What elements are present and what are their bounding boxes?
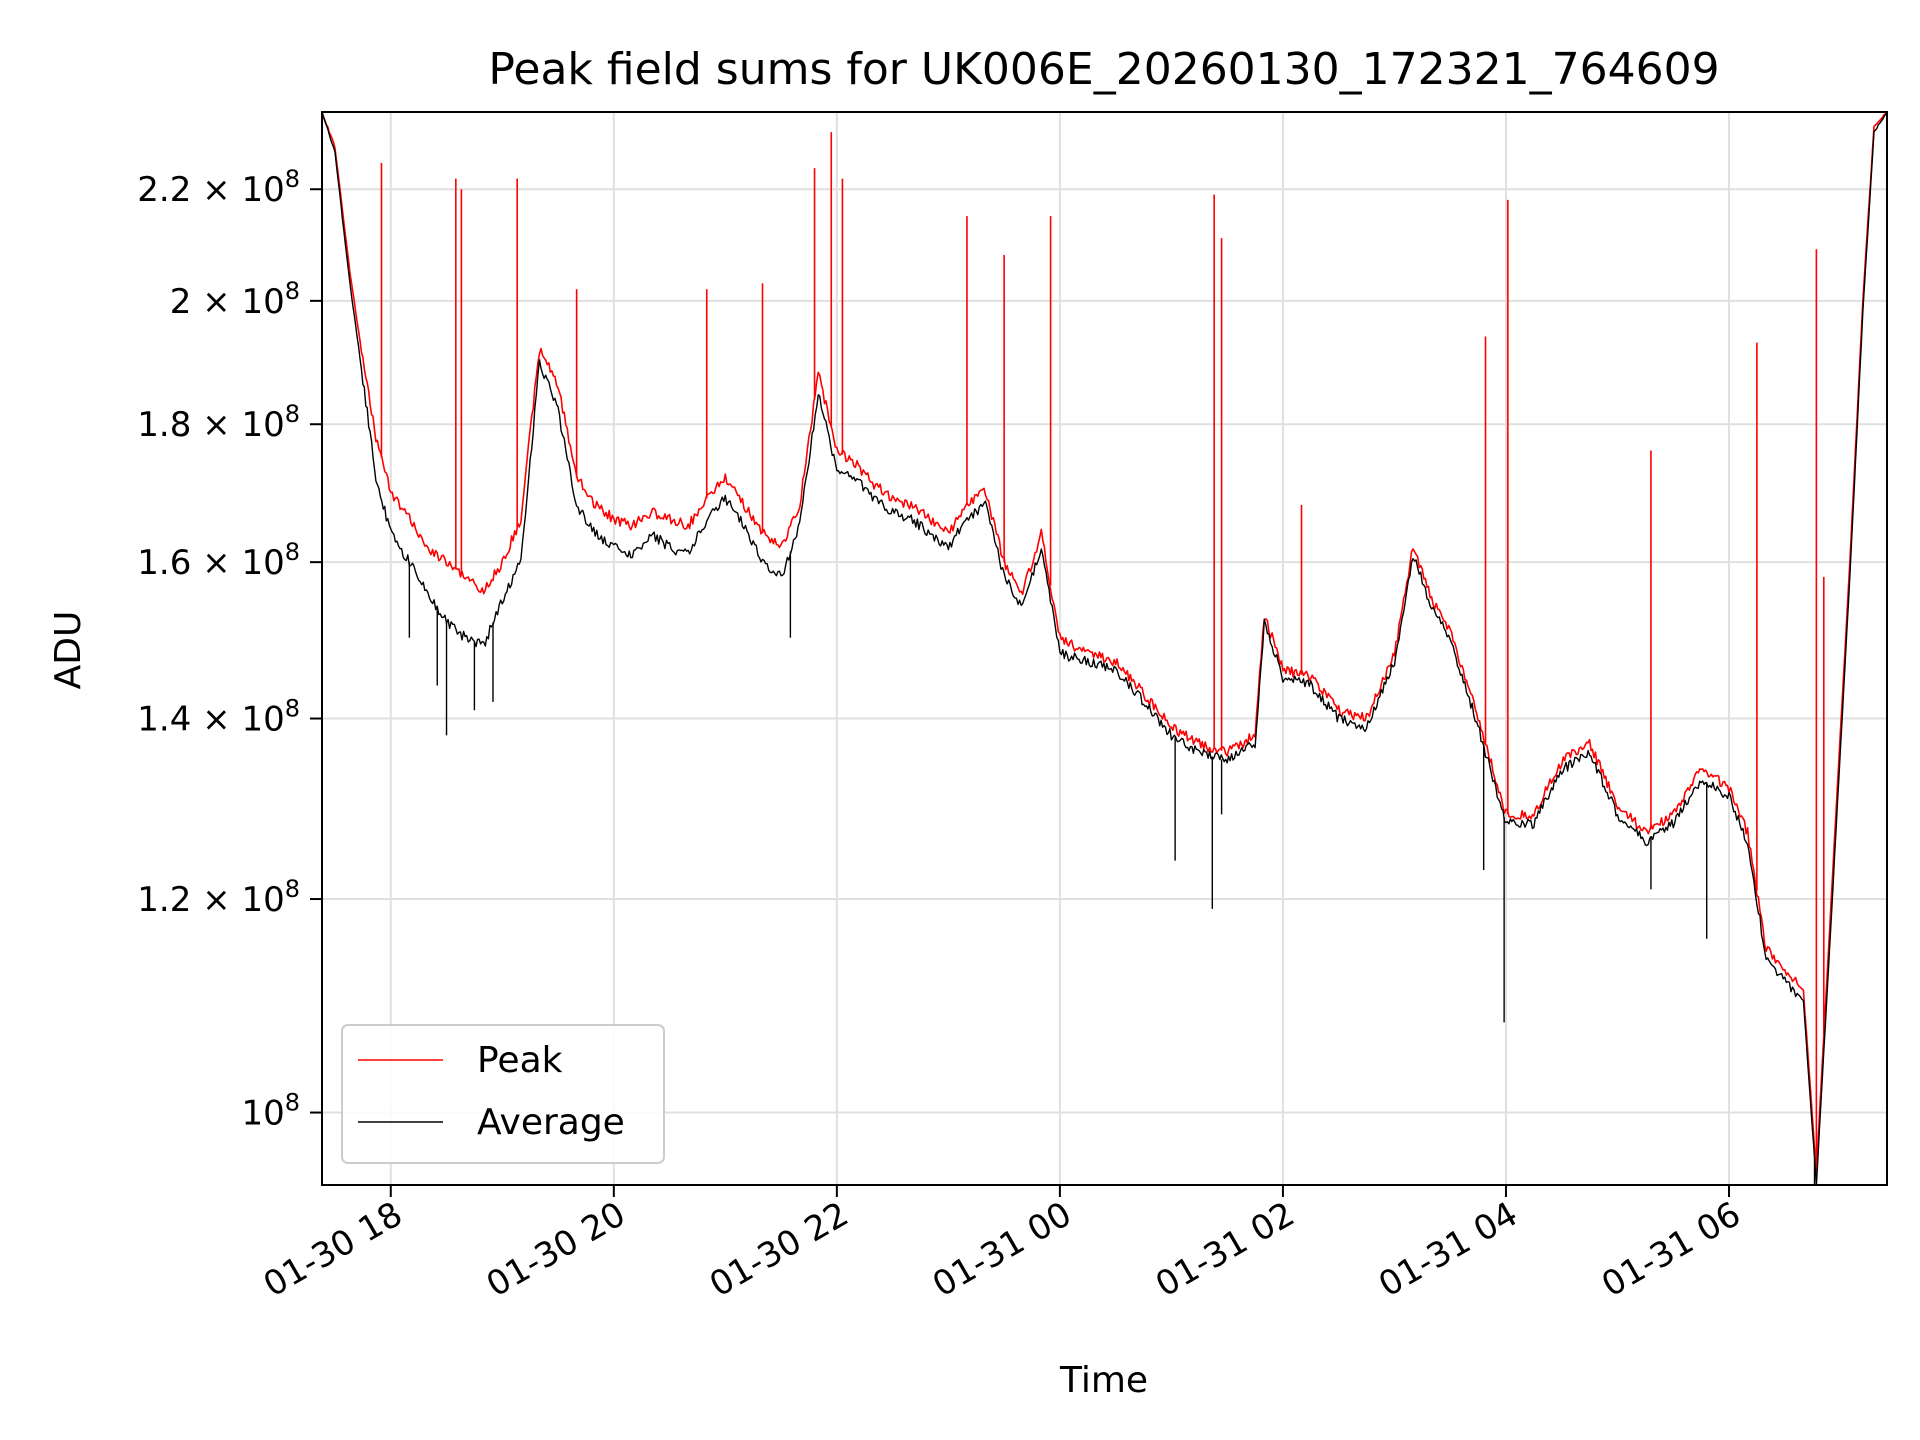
series-line-peak — [321, 111, 1888, 1173]
series-line-average — [321, 111, 1888, 1186]
x-axis-label: Time — [1059, 1360, 1148, 1401]
plot-frame — [321, 111, 1888, 1186]
legend-label-peak: Peak — [477, 1040, 563, 1081]
y-tick-label: 1.2 × 108 — [137, 875, 300, 920]
series-layer — [321, 111, 1888, 1186]
y-tick-label: 108 — [241, 1089, 300, 1134]
y-axis-label: ADU — [48, 611, 89, 690]
y-tick-label: 2.2 × 108 — [137, 165, 300, 210]
legend-label-average: Average — [477, 1102, 625, 1143]
legend: Peak Average — [341, 1024, 665, 1164]
y-ticks: 108 1.2 × 108 1.4 × 108 1.6 × 108 1.8 × 108 2… — [137, 165, 322, 1134]
y-tick-label: 2 × 108 — [170, 277, 300, 322]
y-tick-label: 1.6 × 108 — [137, 538, 300, 583]
y-tick-label: 1.8 × 108 — [137, 400, 300, 445]
y-tick-label: 1.4 × 108 — [137, 695, 300, 740]
chart-title: Peak field sums for UK006E_20260130_1723… — [488, 44, 1719, 95]
